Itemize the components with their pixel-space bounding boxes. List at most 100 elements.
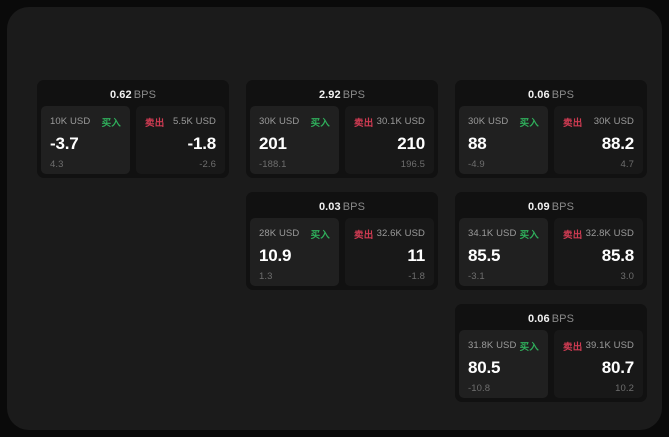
quote-card[interactable]: 0.03 BPS 28K USD 买入 10.9 1.3 卖出 32.6K USD 11 -1.8 xyxy=(246,192,438,290)
sell-size-label: 32.6K USD xyxy=(376,228,425,239)
bps-unit-label: BPS xyxy=(133,89,157,101)
sell-size-label: 5.5K USD xyxy=(172,116,216,127)
sell-size-label: 30K USD xyxy=(593,116,634,127)
buy-side-header: 28K USD 买入 xyxy=(259,227,330,241)
buy-tag: 买入 xyxy=(519,229,539,241)
bps-unit-label: BPS xyxy=(342,201,366,213)
buy-tag: 买入 xyxy=(310,229,330,241)
buy-size-label: 31.8K USD xyxy=(468,340,517,351)
buy-secondary-value: -188.1 xyxy=(259,159,287,170)
buy-tag: 买入 xyxy=(101,117,121,129)
sell-side[interactable]: 卖出 32.6K USD 11 -1.8 xyxy=(345,218,434,286)
buy-side[interactable]: 34.1K USD 买入 85.5 -3.1 xyxy=(459,218,548,286)
card-body: 28K USD 买入 10.9 1.3 卖出 32.6K USD 11 -1.8 xyxy=(250,218,434,286)
buy-price-value: 88 xyxy=(468,134,487,153)
buy-secondary-value: 1.3 xyxy=(259,271,273,282)
card-body: 31.8K USD 买入 80.5 -10.8 卖出 39.1K USD 80.7 10.2 xyxy=(459,330,643,398)
buy-size-label: 30K USD xyxy=(468,116,509,127)
sell-size-label: 32.8K USD xyxy=(585,228,634,239)
quote-column-2: 2.92 BPS 30K USD 买入 201 -188.1 卖出 30.1K USD 210 1… xyxy=(246,80,438,290)
bps-unit-label: BPS xyxy=(342,89,366,101)
card-body: 10K USD 买入 -3.7 4.3 卖出 5.5K USD -1.8 -2.6 xyxy=(41,106,225,174)
buy-side-header: 31.8K USD 买入 xyxy=(468,339,539,353)
bps-unit-label: BPS xyxy=(551,89,575,101)
card-body: 34.1K USD 买入 85.5 -3.1 卖出 32.8K USD 85.8 3.0 xyxy=(459,218,643,286)
quote-card[interactable]: 0.06 BPS 31.8K USD 买入 80.5 -10.8 卖出 39.1K USD 80… xyxy=(455,304,647,402)
quote-card[interactable]: 0.09 BPS 34.1K USD 买入 85.5 -3.1 卖出 32.8K USD 85.… xyxy=(455,192,647,290)
sell-side[interactable]: 卖出 30K USD 88.2 4.7 xyxy=(554,106,643,174)
sell-side[interactable]: 卖出 39.1K USD 80.7 10.2 xyxy=(554,330,643,398)
bps-value: 0.03 xyxy=(318,201,341,213)
sell-side-header: 卖出 32.6K USD xyxy=(354,227,425,241)
bps-value: 0.06 xyxy=(527,313,550,325)
sell-price-value: 11 xyxy=(407,246,425,265)
sell-secondary-value: 10.2 xyxy=(615,383,634,394)
sell-secondary-value: 4.7 xyxy=(620,159,634,170)
quote-card[interactable]: 0.06 BPS 30K USD 买入 88 -4.9 卖出 30K USD 88.2 4.7 xyxy=(455,80,647,178)
sell-size-label: 30.1K USD xyxy=(376,116,425,127)
sell-tag: 卖出 xyxy=(563,341,583,353)
buy-secondary-value: -3.1 xyxy=(468,271,485,282)
buy-side[interactable]: 10K USD 买入 -3.7 4.3 xyxy=(41,106,130,174)
sell-side[interactable]: 卖出 30.1K USD 210 196.5 xyxy=(345,106,434,174)
buy-side-header: 30K USD 买入 xyxy=(468,115,539,129)
sell-secondary-value: 196.5 xyxy=(400,159,425,170)
sell-tag: 卖出 xyxy=(354,229,374,241)
buy-size-label: 28K USD xyxy=(259,228,300,239)
quote-card[interactable]: 0.62 BPS 10K USD 买入 -3.7 4.3 卖出 5.5K USD -1.8 -2.… xyxy=(37,80,229,178)
buy-size-label: 10K USD xyxy=(50,116,91,127)
quote-column-3: 0.06 BPS 30K USD 买入 88 -4.9 卖出 30K USD 88.2 4.7 0.… xyxy=(455,80,647,402)
sell-side-header: 卖出 5.5K USD xyxy=(145,115,216,129)
sell-secondary-value: 3.0 xyxy=(620,271,634,282)
bps-unit-label: BPS xyxy=(551,201,575,213)
buy-side[interactable]: 28K USD 买入 10.9 1.3 xyxy=(250,218,339,286)
buy-side[interactable]: 31.8K USD 买入 80.5 -10.8 xyxy=(459,330,548,398)
buy-side-header: 34.1K USD 买入 xyxy=(468,227,539,241)
sell-size-label: 39.1K USD xyxy=(585,340,634,351)
sell-tag: 卖出 xyxy=(563,229,583,241)
sell-secondary-value: -1.8 xyxy=(408,271,425,282)
quote-panel: 0.62 BPS 10K USD 买入 -3.7 4.3 卖出 5.5K USD -1.8 -2.… xyxy=(7,7,662,430)
card-bps-header: 0.62 BPS xyxy=(41,84,225,106)
bps-value: 2.92 xyxy=(318,89,341,101)
sell-side-header: 卖出 30K USD xyxy=(563,115,634,129)
buy-size-label: 30K USD xyxy=(259,116,300,127)
buy-side[interactable]: 30K USD 买入 88 -4.9 xyxy=(459,106,548,174)
buy-secondary-value: -4.9 xyxy=(468,159,485,170)
sell-side[interactable]: 卖出 32.8K USD 85.8 3.0 xyxy=(554,218,643,286)
buy-side-header: 30K USD 买入 xyxy=(259,115,330,129)
sell-side[interactable]: 卖出 5.5K USD -1.8 -2.6 xyxy=(136,106,225,174)
quote-column-1: 0.62 BPS 10K USD 买入 -3.7 4.3 卖出 5.5K USD -1.8 -2.… xyxy=(37,80,229,178)
bps-value: 0.09 xyxy=(527,201,550,213)
bps-value: 0.06 xyxy=(527,89,550,101)
card-bps-header: 0.09 BPS xyxy=(459,196,643,218)
card-bps-header: 0.03 BPS xyxy=(250,196,434,218)
buy-price-value: -3.7 xyxy=(50,134,79,153)
sell-secondary-value: -2.6 xyxy=(199,159,216,170)
buy-tag: 买入 xyxy=(519,341,539,353)
sell-side-header: 卖出 30.1K USD xyxy=(354,115,425,129)
buy-tag: 买入 xyxy=(310,117,330,129)
sell-tag: 卖出 xyxy=(145,117,165,129)
card-bps-header: 2.92 BPS xyxy=(250,84,434,106)
quote-board: 0.62 BPS 10K USD 买入 -3.7 4.3 卖出 5.5K USD -1.8 -2.… xyxy=(37,80,647,402)
sell-price-value: 88.2 xyxy=(601,134,634,153)
buy-price-value: 10.9 xyxy=(259,246,292,265)
sell-price-value: -1.8 xyxy=(187,134,217,153)
buy-side-header: 10K USD 买入 xyxy=(50,115,121,129)
buy-secondary-value: 4.3 xyxy=(50,159,64,170)
sell-price-value: 80.7 xyxy=(601,358,634,377)
sell-price-value: 210 xyxy=(397,134,425,153)
bps-unit-label: BPS xyxy=(551,313,575,325)
buy-secondary-value: -10.8 xyxy=(468,383,491,394)
card-body: 30K USD 买入 88 -4.9 卖出 30K USD 88.2 4.7 xyxy=(459,106,643,174)
buy-price-value: 80.5 xyxy=(468,358,501,377)
quote-card[interactable]: 2.92 BPS 30K USD 买入 201 -188.1 卖出 30.1K USD 210 1… xyxy=(246,80,438,178)
sell-side-header: 卖出 39.1K USD xyxy=(563,339,634,353)
buy-tag: 买入 xyxy=(519,117,539,129)
card-bps-header: 0.06 BPS xyxy=(459,84,643,106)
buy-price-value: 85.5 xyxy=(468,246,501,265)
card-bps-header: 0.06 BPS xyxy=(459,308,643,330)
bps-value: 0.62 xyxy=(109,89,132,101)
buy-side[interactable]: 30K USD 买入 201 -188.1 xyxy=(250,106,339,174)
